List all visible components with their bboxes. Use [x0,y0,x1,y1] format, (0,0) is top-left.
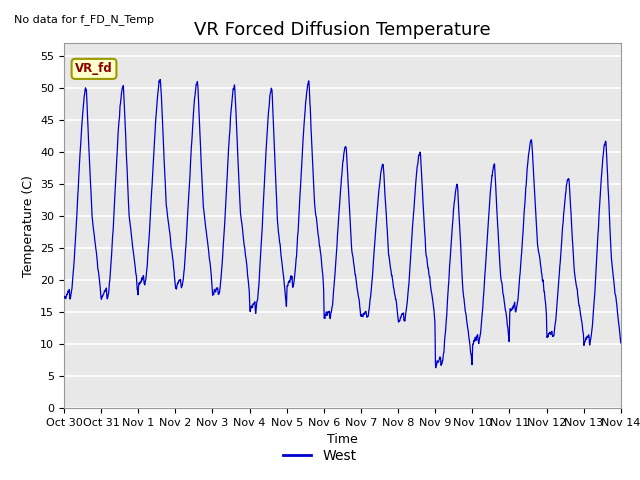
Title: VR Forced Diffusion Temperature: VR Forced Diffusion Temperature [194,21,491,39]
X-axis label: Time: Time [327,433,358,446]
Y-axis label: Temperature (C): Temperature (C) [22,175,35,276]
Legend: West: West [278,443,362,468]
Text: No data for f_FD_N_Temp: No data for f_FD_N_Temp [14,14,154,25]
Text: VR_fd: VR_fd [75,62,113,75]
